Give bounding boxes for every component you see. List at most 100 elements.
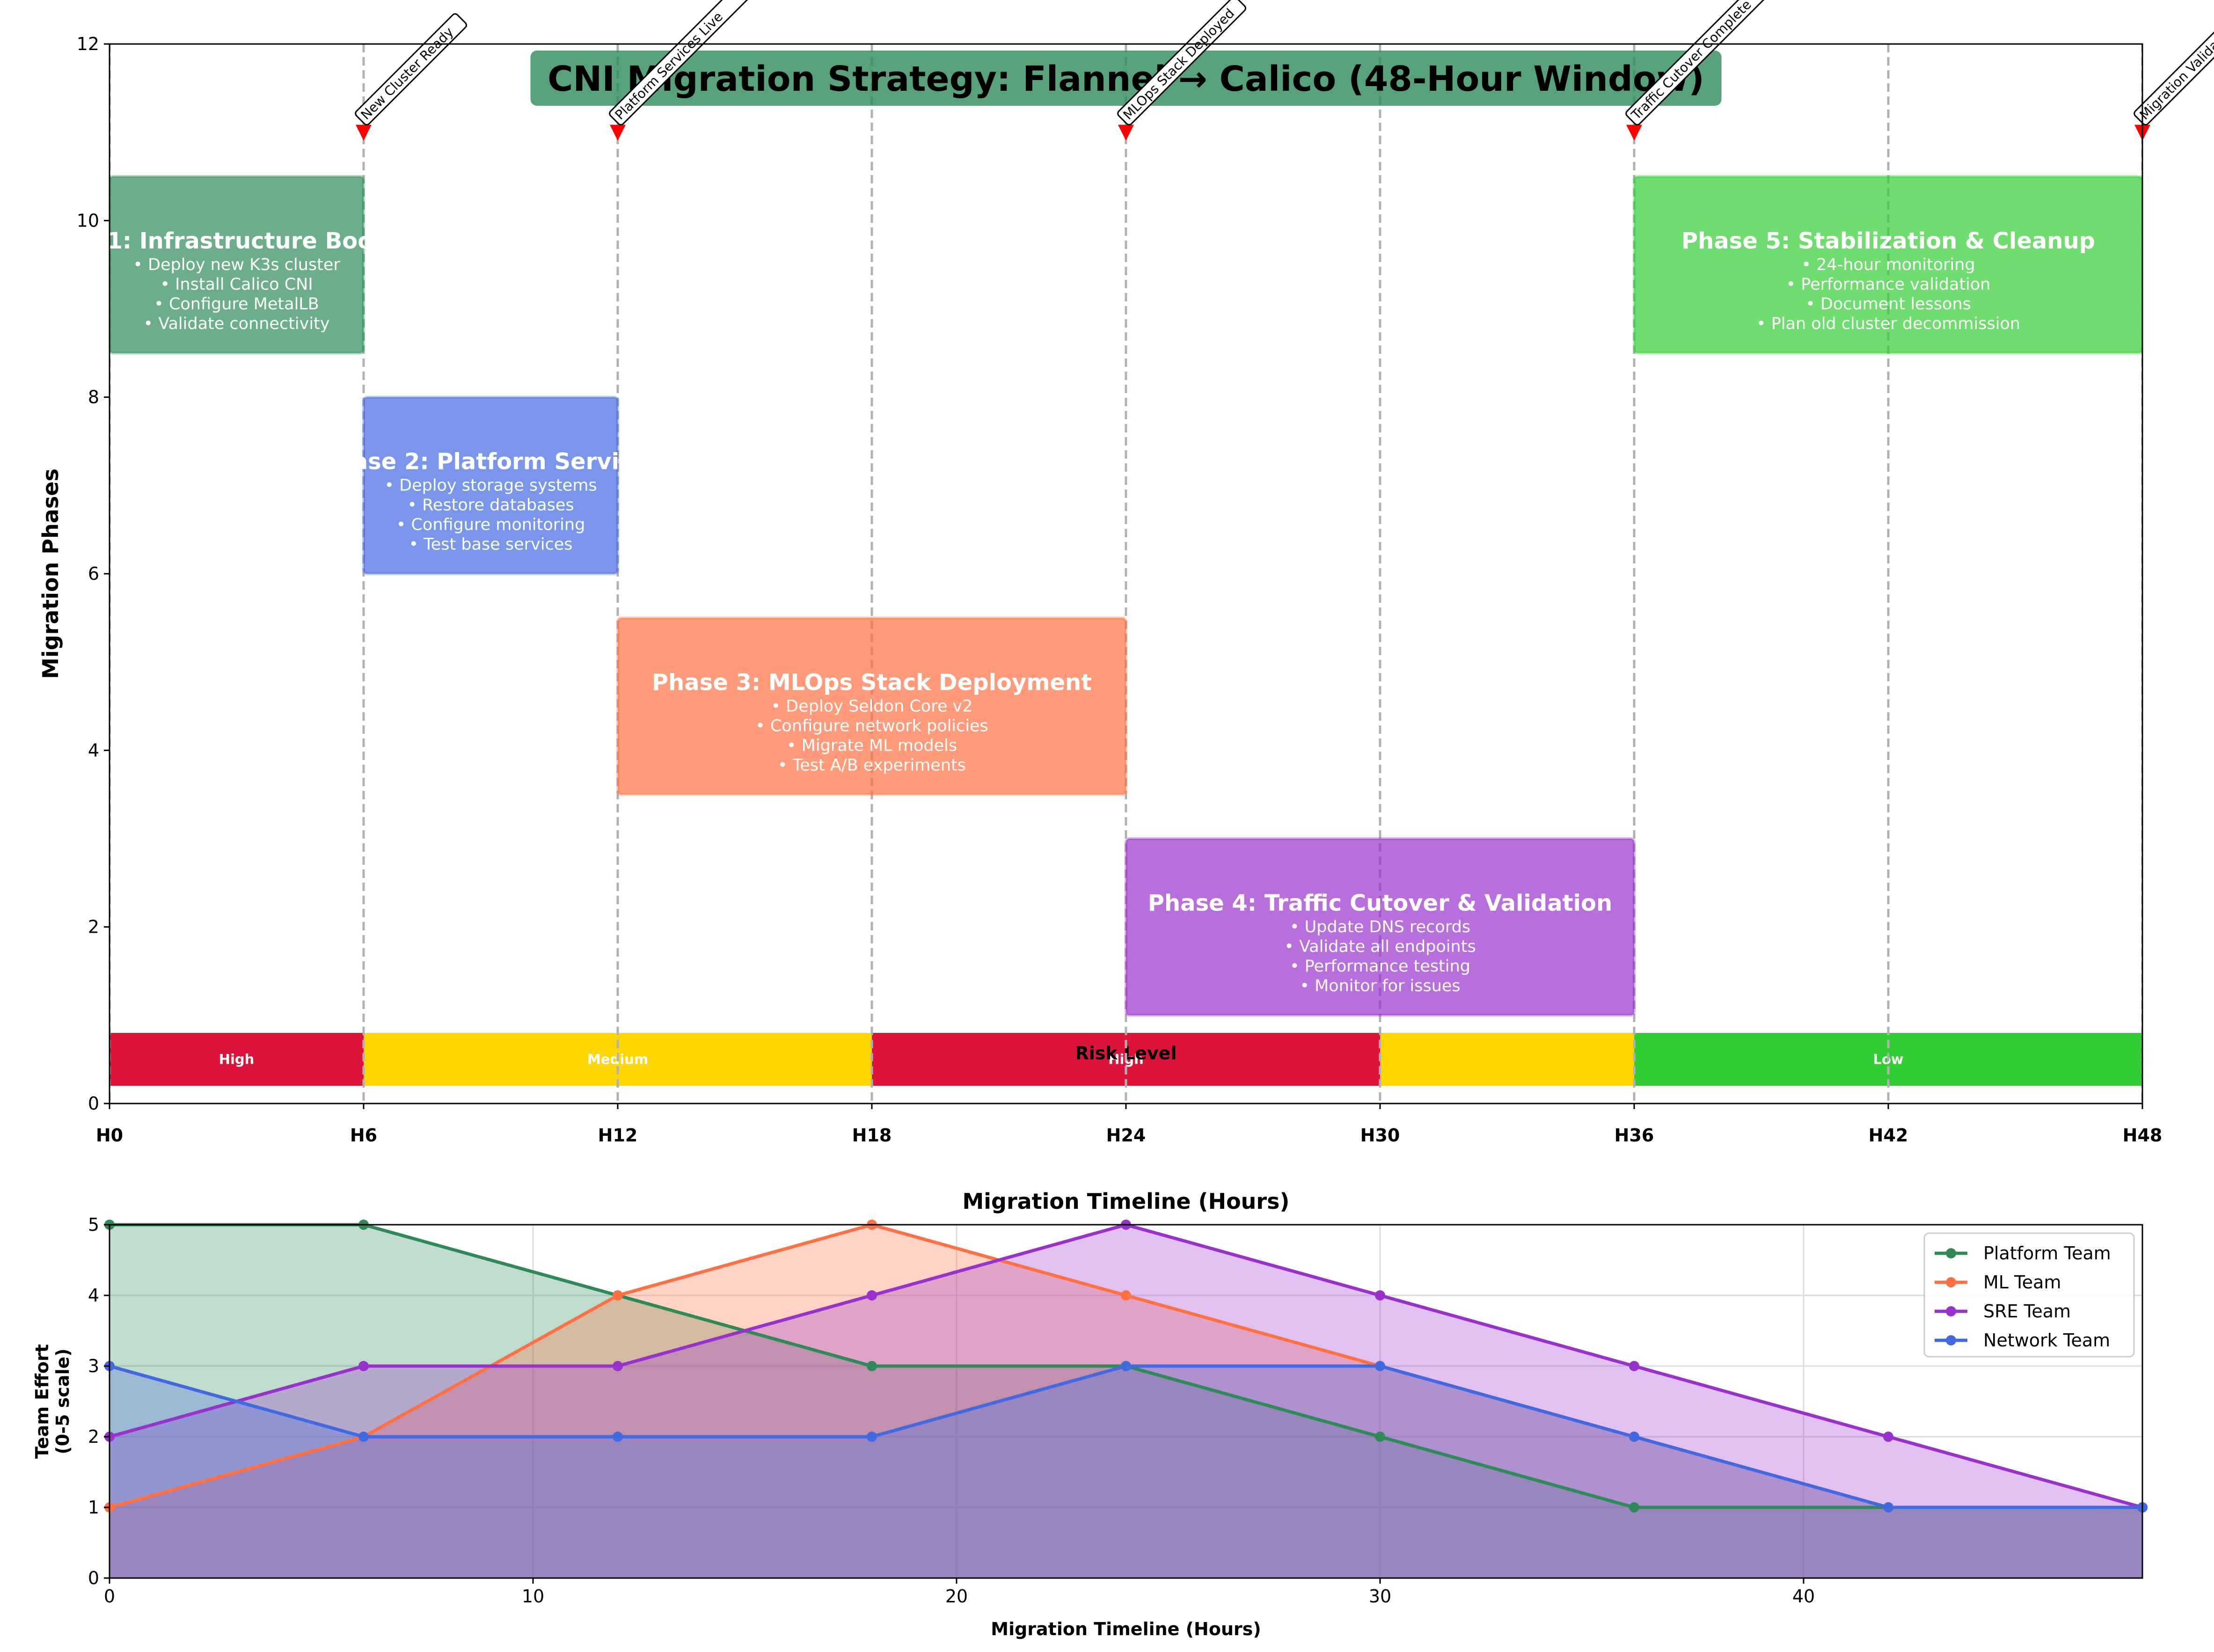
phase-task: • Validate connectivity xyxy=(143,314,329,333)
y-axis-label: Team Effort xyxy=(32,1344,52,1459)
phase-box xyxy=(110,175,365,355)
phase-task: • Performance validation xyxy=(1786,275,1990,294)
series-point xyxy=(1375,1361,1385,1371)
phase-task: • Migrate ML models xyxy=(787,736,957,755)
series-point xyxy=(1629,1432,1639,1442)
y-tick-label: 3 xyxy=(88,1356,99,1376)
series-point xyxy=(358,1432,369,1442)
legend-marker xyxy=(1946,1248,1956,1258)
series-point xyxy=(1121,1290,1131,1301)
risk-band-label: High xyxy=(219,1052,255,1067)
phase-task: • Deploy Seldon Core v2 xyxy=(771,697,973,716)
x-tick-label: 30 xyxy=(1369,1586,1391,1607)
milestone-label-group: Migration Validated xyxy=(2134,2,2214,125)
x-tick-label: H36 xyxy=(1615,1125,1654,1146)
y-tick-label: 2 xyxy=(88,1426,99,1447)
x-tick-label: H18 xyxy=(852,1125,892,1146)
milestone-label-group: New Cluster Ready xyxy=(355,13,467,125)
series-point xyxy=(1375,1432,1385,1442)
series-area xyxy=(110,1225,2142,1578)
y-tick-label: 5 xyxy=(88,1214,99,1235)
phase-task: • Validate all endpoints xyxy=(1284,937,1476,956)
milestone-label-box xyxy=(2134,2,2214,125)
series-point xyxy=(1883,1502,1893,1513)
y-tick-label: 2 xyxy=(88,917,99,937)
phase-task: • Document lessons xyxy=(1805,295,1971,314)
y-tick-label: 0 xyxy=(88,1568,99,1588)
y-axis-label: (0-5 scale) xyxy=(52,1348,73,1454)
phase-task: • Performance testing xyxy=(1290,957,1470,976)
title-box xyxy=(530,51,1722,106)
legend-box xyxy=(1923,1232,2135,1358)
milestone-marker xyxy=(356,124,372,141)
legend-marker xyxy=(1946,1335,1956,1345)
phase-title: Phase 3: MLOps Stack Deployment xyxy=(652,669,1092,695)
series-point xyxy=(1121,1361,1131,1371)
series-point xyxy=(867,1361,877,1371)
milestone-marker xyxy=(1118,124,1134,141)
risk-band xyxy=(1380,1033,1634,1086)
chart-title: Migration Timeline (Hours) xyxy=(962,1189,1289,1214)
phase-title: Phase 5: Stabilization & Cleanup xyxy=(1681,228,2095,254)
series-point xyxy=(867,1290,877,1301)
legend-label: SRE Team xyxy=(1983,1301,2071,1322)
phase-task: • Configure network policies xyxy=(755,716,988,735)
y-axis-label: Migration Phases xyxy=(38,468,63,679)
chart-title: CNI Migration Strategy: Flannel → Calico… xyxy=(548,59,1704,99)
series-point xyxy=(1375,1290,1385,1301)
series-point xyxy=(1629,1502,1639,1513)
series-point xyxy=(613,1361,623,1371)
phase-box xyxy=(1125,837,1636,1017)
phase-box xyxy=(362,395,619,576)
phase-title: Phase 4: Traffic Cutover & Validation xyxy=(1148,890,1612,916)
y-tick-label: 6 xyxy=(88,563,99,584)
phase-task: • Test base services xyxy=(409,535,573,554)
plot-frame xyxy=(109,1224,2143,1579)
series-area xyxy=(110,1366,2142,1578)
x-tick-label: H24 xyxy=(1106,1125,1146,1146)
series-point xyxy=(358,1361,369,1371)
phase-task: • Plan old cluster decommission xyxy=(1756,314,2020,333)
y-tick-label: 10 xyxy=(77,210,99,231)
phase-task: • Deploy storage systems xyxy=(384,476,597,495)
series-point xyxy=(867,1432,877,1442)
milestone-marker xyxy=(610,124,626,141)
x-tick-label: 10 xyxy=(522,1586,544,1607)
phase-task: • Monitor for issues xyxy=(1300,977,1460,995)
phase-task: • 24-hour monitoring xyxy=(1801,256,1975,274)
milestone-marker xyxy=(1626,124,1642,141)
series-area xyxy=(110,1225,2142,1578)
series-point xyxy=(1629,1361,1639,1371)
series-point xyxy=(1883,1432,1893,1442)
phase-task: • Install Calico CNI xyxy=(160,275,313,294)
y-tick-label: 4 xyxy=(88,1285,99,1306)
milestone-label-box xyxy=(609,0,750,125)
x-tick-label: H30 xyxy=(1360,1125,1400,1146)
effort-area-chart: 0 1 2 3 4 5 0 10 20 30 40 Migration Timeline (Hours… xyxy=(32,1189,2148,1639)
series-point xyxy=(613,1290,623,1301)
series-area xyxy=(110,1225,2142,1578)
x-tick-label: H42 xyxy=(1869,1125,1908,1146)
x-tick-label: H12 xyxy=(598,1125,638,1146)
legend-marker xyxy=(1946,1277,1956,1287)
phase-task: • Deploy new K3s cluster xyxy=(133,256,340,274)
x-tick-label: 20 xyxy=(945,1586,968,1607)
phase-box xyxy=(1633,175,2142,355)
y-tick-label: 4 xyxy=(88,740,99,760)
phase-box xyxy=(616,616,1127,796)
phase-task: • Configure MetalLB xyxy=(154,295,319,314)
milestone-label-box xyxy=(1117,0,1247,125)
phase-task: • Configure monitoring xyxy=(396,516,585,534)
milestone-label: New Cluster Ready xyxy=(358,24,457,123)
phase-title: Phase 1: Infrastructure Bootstrap xyxy=(23,228,450,254)
legend-label: ML Team xyxy=(1983,1272,2061,1293)
y-tick-label: 12 xyxy=(77,34,99,54)
x-tick-label: H6 xyxy=(350,1125,377,1146)
y-tick-label: 0 xyxy=(88,1093,99,1114)
risk-band xyxy=(110,1033,364,1086)
legend-label: Platform Team xyxy=(1983,1243,2111,1264)
y-tick-label: 8 xyxy=(88,387,99,408)
